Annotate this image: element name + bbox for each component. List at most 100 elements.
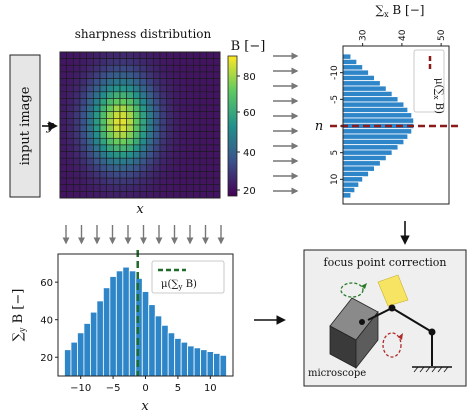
row-sum-x-tick: 40 xyxy=(398,29,408,41)
heatmap-cell xyxy=(113,157,121,166)
heatmap-cell xyxy=(59,184,67,192)
heatmap-cell xyxy=(186,171,194,179)
heatmap-cell xyxy=(206,104,214,113)
heatmap-cell xyxy=(179,191,187,199)
heatmap-cell xyxy=(213,84,221,93)
row-sum-bar xyxy=(342,58,358,66)
heatmap-cell xyxy=(133,164,141,172)
heatmap-cell xyxy=(79,111,87,119)
heatmap-cell xyxy=(73,118,81,126)
heatmap-cell xyxy=(113,104,121,113)
heatmap-cell xyxy=(79,104,87,113)
heatmap-cell xyxy=(213,98,221,106)
heatmap-cell xyxy=(193,184,201,192)
heatmap-cell xyxy=(66,171,74,179)
heatmap-cell xyxy=(93,184,101,192)
heatmap-cell xyxy=(199,71,207,79)
column-sum-bar xyxy=(193,347,201,377)
heatmap-cell xyxy=(59,144,67,152)
heatmap-cell xyxy=(133,151,141,159)
heatmap-cell xyxy=(66,144,74,152)
heatmap-cell xyxy=(126,177,134,186)
heatmap-cell xyxy=(159,91,167,99)
heatmap-cell xyxy=(79,157,87,166)
row-sum-frame xyxy=(342,45,450,205)
heatmap-cell xyxy=(126,151,134,159)
row-sum-bar xyxy=(342,117,415,124)
heatmap-cell xyxy=(213,58,221,66)
heatmap-cell xyxy=(119,91,127,99)
column-sum-bar xyxy=(96,300,104,377)
heatmap-cell xyxy=(193,191,201,199)
heatmap-cell xyxy=(86,164,94,172)
heatmap-cell xyxy=(119,131,127,139)
joint-bottom xyxy=(428,328,436,336)
heatmap-cell xyxy=(73,191,81,199)
heatmap-cell xyxy=(166,137,174,146)
heatmap-cell xyxy=(66,184,74,192)
heatmap-cell xyxy=(86,151,94,159)
heatmap-cell xyxy=(126,171,134,179)
heatmap-cell xyxy=(106,157,114,166)
heatmap-cell xyxy=(113,111,121,119)
heatmap-cell xyxy=(166,91,174,99)
heatmap-cell xyxy=(119,184,127,192)
heatmap-cell xyxy=(93,171,101,179)
column-sum-x-ticks: −10 −5 0 5 10 xyxy=(70,376,217,394)
rotation-arrow-red xyxy=(382,332,402,358)
heatmap-cell xyxy=(119,157,127,166)
heatmap-cell xyxy=(126,124,134,132)
row-sum-bar xyxy=(342,160,381,167)
heatmap-cell xyxy=(153,78,161,86)
heatmap-cell xyxy=(99,91,107,99)
heatmap-cell xyxy=(139,58,147,66)
heatmap-cell xyxy=(206,171,214,179)
heatmap-cell xyxy=(213,164,221,172)
light-cone xyxy=(377,274,409,307)
heatmap-cell xyxy=(179,98,187,106)
heatmap-cell xyxy=(199,78,207,86)
heatmap-cell xyxy=(66,177,74,186)
heatmap-cell xyxy=(59,151,67,159)
heatmap-cell xyxy=(73,84,81,93)
heatmap-cell xyxy=(73,124,81,132)
heatmap-cell xyxy=(106,78,114,86)
heatmap-cell xyxy=(133,124,141,132)
heatmap-cell xyxy=(193,91,201,99)
heatmap-cell xyxy=(179,137,187,146)
column-sum-bar xyxy=(161,324,169,377)
heatmap-cell xyxy=(86,191,94,199)
heatmap-cell xyxy=(206,111,214,119)
heatmap-cell xyxy=(213,191,221,199)
heatmap-cell xyxy=(79,124,87,132)
heatmap-cell xyxy=(126,131,134,139)
heatmap-cell xyxy=(193,171,201,179)
heatmap-cell xyxy=(186,137,194,146)
heatmap-cell xyxy=(206,137,214,146)
heatmap-cell xyxy=(166,118,174,126)
heatmap-cell xyxy=(59,191,67,199)
heatmap-cell xyxy=(133,144,141,152)
heatmap-cell xyxy=(119,191,127,199)
heatmap-cell xyxy=(186,184,194,192)
heatmap-cell xyxy=(179,164,187,172)
heatmap-cell xyxy=(206,98,214,106)
heatmap-cell xyxy=(139,118,147,126)
heatmap-cell xyxy=(119,84,127,93)
heatmap-cell xyxy=(106,104,114,113)
heatmap-cell xyxy=(79,131,87,139)
heatmap-cell xyxy=(186,58,194,66)
heatmap-cell xyxy=(119,51,127,59)
column-sum-bar xyxy=(167,332,176,377)
heatmap-cell xyxy=(146,98,154,106)
heatmap-cell xyxy=(66,51,74,59)
heatmap-cell xyxy=(66,64,74,73)
rotation-arrowhead-green xyxy=(361,283,367,289)
heatmap-cell xyxy=(139,177,147,186)
heatmap-cell xyxy=(153,144,161,152)
heatmap-cell xyxy=(199,98,207,106)
row-sum-ylabel: n xyxy=(315,119,323,134)
heatmap-cell xyxy=(179,78,187,86)
column-sum-y-tick: 20 xyxy=(40,353,53,364)
heatmap-cell xyxy=(206,118,214,126)
